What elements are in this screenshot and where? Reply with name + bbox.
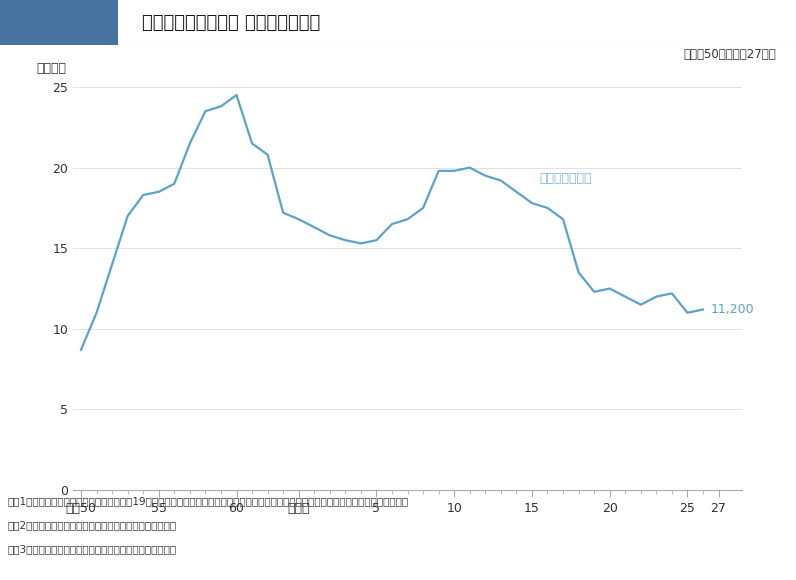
Bar — [0, 0, 118, 45]
Text: 3　警察のほか，特別司法警察員が検挙した者を含む。: 3 警察のほか，特別司法警察員が検挙した者を含む。 — [8, 545, 177, 554]
Text: 覚せい剤取締法: 覚せい剤取締法 — [540, 172, 592, 186]
Text: （昭和50年〜平成27年）: （昭和50年〜平成27年） — [683, 48, 776, 61]
Text: 11,200: 11,200 — [711, 303, 755, 316]
Text: （千人）: （千人） — [37, 62, 66, 75]
Text: 4-2-1-1図: 4-2-1-1図 — [26, 16, 92, 30]
Text: 2　覚せい剤に係る麻薬特例法違反の検挙人員を含む。: 2 覚せい剤に係る麻薬特例法違反の検挙人員を含む。 — [8, 520, 177, 530]
Text: 覚せい剤取締法違反 検挙人員の推移: 覚せい剤取締法違反 検挙人員の推移 — [142, 13, 320, 32]
Text: 注　1　内閣府の資料による。ただし，平成19年までは，厚生労働省医薬食品局，警察庁刑事局及び海上保安庁警備救難部の各資料による。: 注 1 内閣府の資料による。ただし，平成19年までは，厚生労働省医薬食品局，警察… — [8, 496, 409, 506]
